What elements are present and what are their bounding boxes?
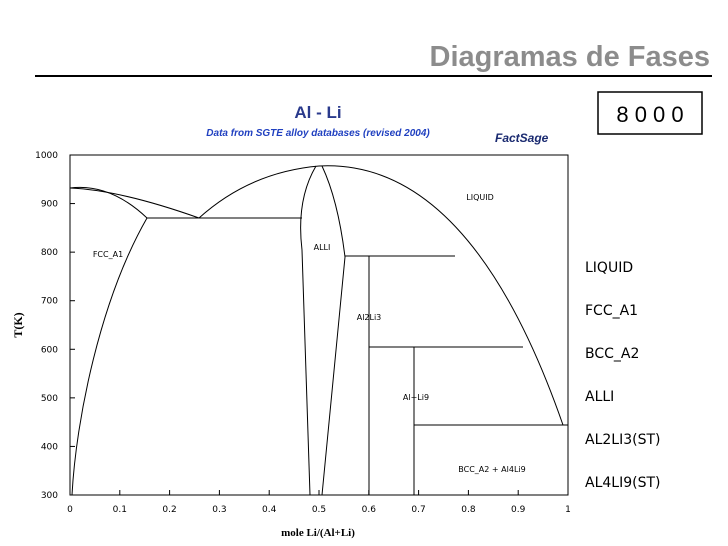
region-label: BCC_A2 + Al4Li9 [458,465,525,474]
counter: 8 0 0 0 [616,102,683,127]
alli-boundary [300,165,317,496]
y-tick-label: 900 [41,200,58,210]
x-tick-label: 0.3 [212,505,226,515]
plot-title: Al - Li [294,103,341,122]
region-label: Al2Li3 [357,313,382,322]
y-tick-label: 700 [41,297,58,307]
plot-frame [69,154,569,496]
y-tick-label: 600 [41,345,58,355]
liquidus [318,165,564,426]
liquidus [69,186,148,219]
phase-boundaries [69,165,568,496]
axis-ticks: 1000 900 800 700 600 500 400 300 0 0.1 0.2 0.3 0.4 0.… [35,151,571,515]
y-tick-label: 500 [41,394,58,404]
y-tick-label: 1000 [35,151,58,161]
alli-boundary [321,165,346,496]
x-tick-label: 0.6 [362,505,377,515]
x-axis-label: mole Li/(Al+Li) [281,527,355,539]
x-tick-label: 0.4 [262,505,277,515]
x-tick-label: 0.1 [113,505,127,515]
x-tick-label: 0.8 [461,505,476,515]
legend-item: FCC_A1 [585,303,638,319]
plot-subtitle: Data from SGTE alloy databases (revised … [206,128,430,139]
liquidus [69,187,200,219]
region-label: Al+Li9 [403,393,429,402]
x-tick-label: 0.7 [411,505,425,515]
legend-item: LIQUID [585,260,633,276]
counter-box [597,91,703,135]
liquidus [198,165,320,219]
legend-item: AL2LI3(ST) [585,432,660,448]
legend-item: ALLI [585,389,614,405]
x-tick-label: 1 [565,505,571,515]
legend: LIQUID FCC_A1 BCC_A2 ALLI AL2LI3(ST) AL4LI9(S… [585,260,660,491]
solvus [71,217,148,496]
legend-item: AL4LI9(ST) [585,475,660,491]
y-tick-label: 300 [41,491,58,501]
y-tick-label: 400 [41,442,58,452]
slide-title: Diagramas de Fases [430,41,710,73]
y-axis-label: T(K) [11,312,25,337]
logo: FactSage [495,131,549,145]
legend-item: BCC_A2 [585,346,639,362]
x-tick-label: 0.9 [511,505,526,515]
y-tick-label: 800 [41,248,58,258]
region-label: ALLI [314,243,331,252]
region-label: LIQUID [466,193,494,202]
x-tick-label: 0.2 [162,505,176,515]
x-tick-label: 0 [67,505,73,515]
region-label: FCC_A1 [93,250,123,259]
x-tick-label: 0.5 [312,505,326,515]
